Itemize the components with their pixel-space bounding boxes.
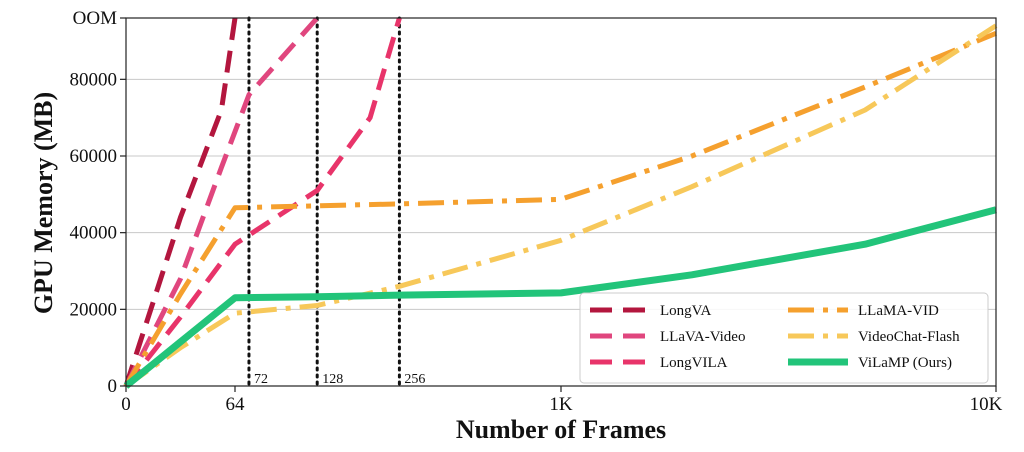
- y-tick-label: 40000: [70, 223, 118, 244]
- series-line-2: [124, 17, 402, 388]
- x-tick-label: 64: [226, 394, 246, 415]
- legend-label-5: ViLaMP (Ours): [858, 355, 952, 371]
- vertical-markers: 72 128 256: [247, 16, 425, 388]
- legend-label-3: LLaMA-VID: [858, 303, 939, 319]
- y-tick-label: 20000: [70, 299, 118, 320]
- x-axis-title: Number of Frames: [456, 415, 666, 444]
- y-tick-label: 0: [108, 376, 118, 397]
- series-line-0: [123, 17, 238, 387]
- legend: LongVA LLaVA-Video LongVILA LLaMA-VID VideoC…: [579, 292, 989, 384]
- y-tick-label: OOM: [73, 8, 117, 29]
- legend-label-2: LongVILA: [660, 355, 728, 371]
- x-tick-label: 0: [121, 394, 131, 415]
- series-line-4: [124, 23, 998, 389]
- y-axis-title: GPU Memory (MB): [29, 92, 58, 314]
- ticks: 0 20000 40000 60000 80000 OOM 0 64 1K 10K: [70, 8, 1003, 415]
- series-line-1: [123, 16, 320, 388]
- legend-label-1: LLaVA-Video: [660, 329, 745, 345]
- series-line-5: [123, 206, 997, 389]
- y-tick-label: 80000: [70, 69, 118, 90]
- grid: [126, 17, 996, 310]
- legend-label-4: VideoChat-Flash: [858, 329, 960, 345]
- vline-label: 128: [322, 372, 343, 387]
- legend-box: [579, 292, 989, 384]
- y-tick-label: 60000: [70, 146, 118, 167]
- x-tick-label: 1K: [549, 394, 573, 415]
- legend-label-0: LongVA: [660, 303, 712, 319]
- x-tick-label: 10K: [970, 394, 1003, 415]
- vline-label: 256: [404, 372, 425, 387]
- series-lines: [123, 16, 998, 389]
- series-line-3: [123, 30, 997, 388]
- vline-label: 72: [254, 372, 268, 387]
